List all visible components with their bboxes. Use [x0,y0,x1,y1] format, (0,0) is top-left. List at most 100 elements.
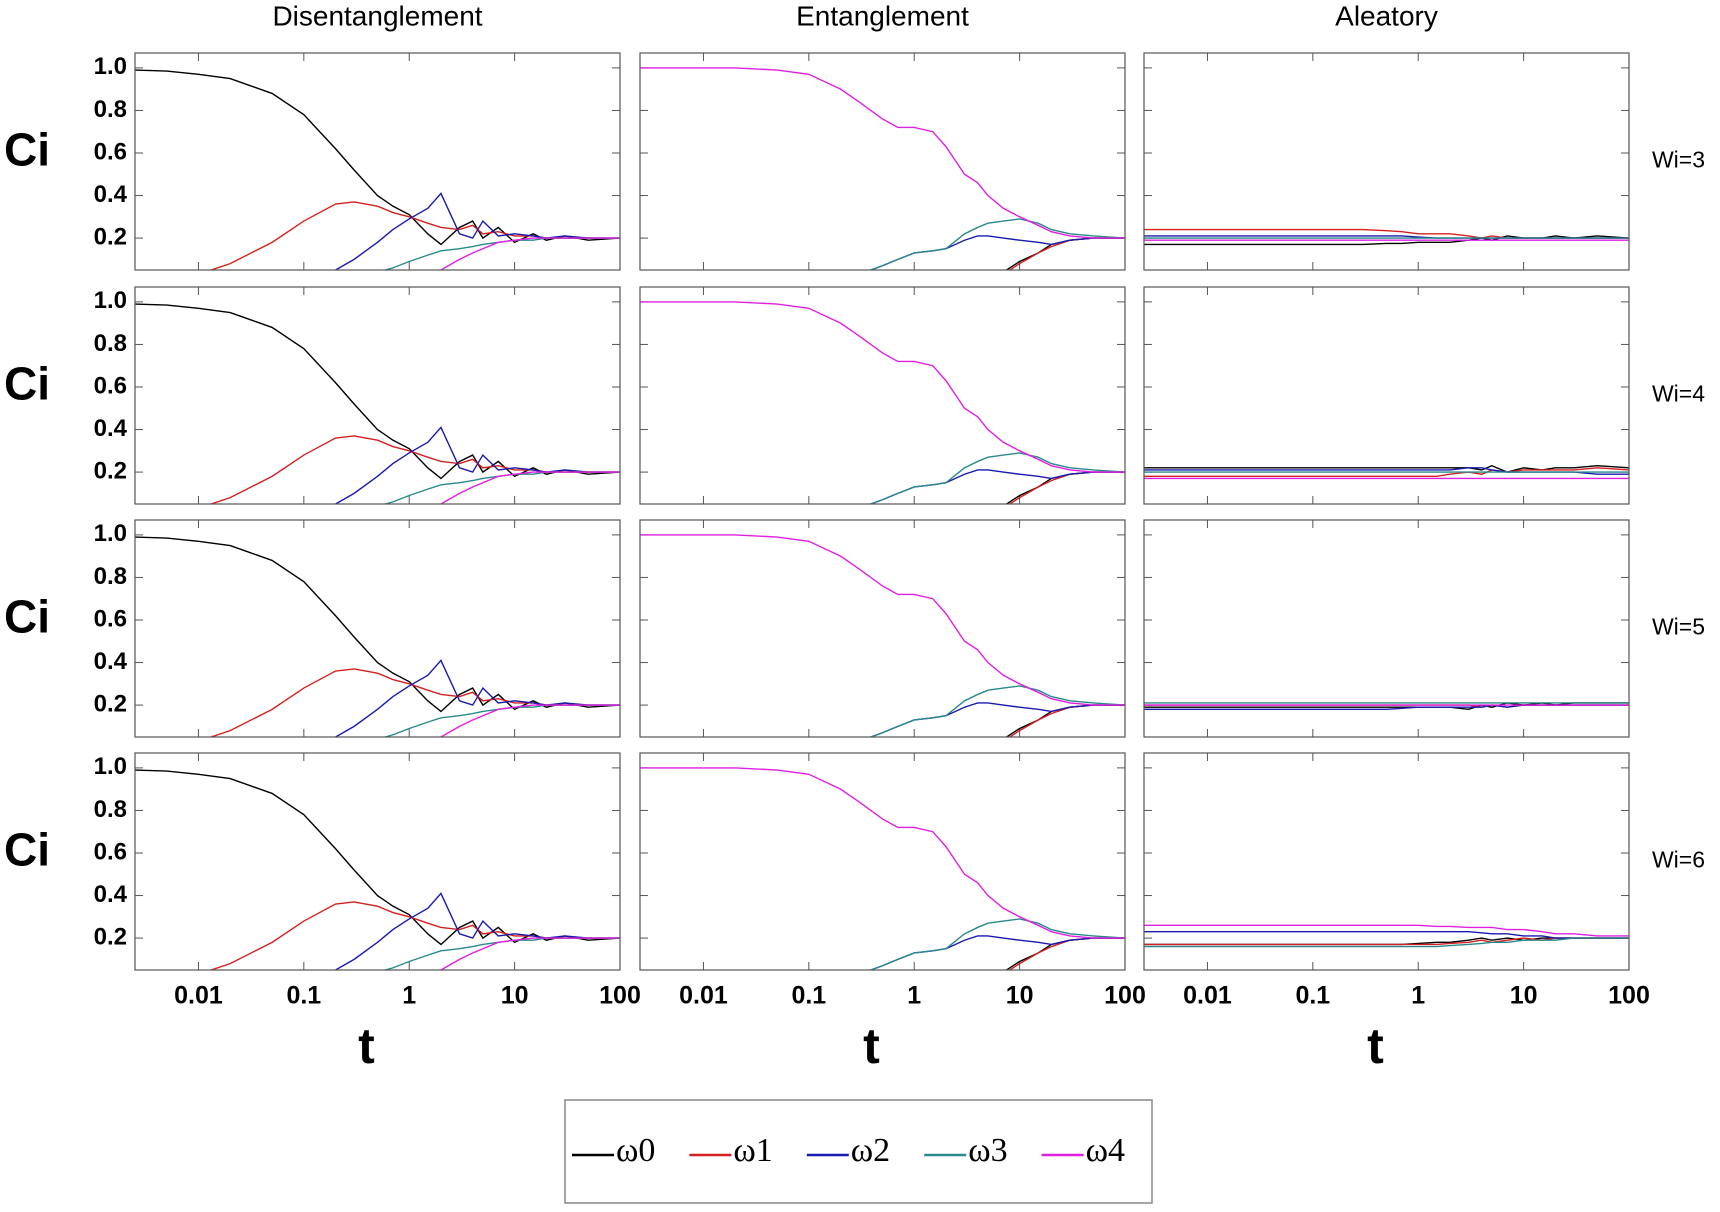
series-line [439,704,620,737]
column-title: Entanglement [796,0,969,31]
series-line [1008,237,1125,270]
row-label: Wi=3 [1652,147,1705,173]
series-line [868,469,1125,504]
row-label: Wi=5 [1652,614,1705,640]
plot-frame [639,52,1126,271]
panel: 0.2 0.4 0.6 0.8 1.0 Disentanglement Ci [4,0,621,271]
panel: Aleatory Wi=3 [1143,0,1705,271]
row-label: Wi=6 [1652,847,1705,873]
x-tick-label: 0.1 [286,982,321,1010]
y-axis-label: Ci [4,591,50,643]
series-lines [640,67,1125,270]
row-label: Wi=4 [1652,381,1705,407]
series-lines [135,769,620,970]
y-tick-label: 0.8 [94,330,127,357]
plot-frame [639,519,1126,738]
series-line [439,471,620,504]
legend-label: ω3 [968,1132,1007,1169]
x-tick-label: 0.01 [679,982,728,1010]
column-title: Aleatory [1335,0,1438,31]
series-line [868,918,1125,970]
y-tick-label: 0.6 [94,138,127,165]
series-line [135,303,620,480]
y-tick-label: 0.8 [94,563,127,590]
series-lines [135,536,620,737]
x-tick-label: 1 [402,982,416,1010]
y-tick-label: 1.0 [94,520,127,547]
x-tick-label: 100 [1104,982,1146,1010]
plot-frame [1143,286,1630,505]
panel: 0.2 0.4 0.6 0.8 1.0 Ci [4,286,621,505]
series-line [1144,931,1629,939]
series-line [868,685,1125,737]
series-line [1144,228,1629,239]
series-line [868,702,1125,737]
y-tick-label: 0.2 [94,457,127,484]
series-lines [135,303,620,504]
plot-frame [639,286,1126,505]
series-line [332,892,620,970]
x-tick-label: 10 [1006,982,1034,1010]
series-lines [640,301,1125,504]
x-tick-label: 100 [1608,982,1650,1010]
series-line [1144,235,1629,246]
plot-frame [134,52,621,271]
column-title: Disentanglement [272,0,482,31]
x-tick-label: 0.01 [174,982,223,1010]
series-line [135,536,620,713]
panel: 0.01 0.1 1 10 100 t [639,752,1146,1074]
plot-frame [1143,752,1630,971]
x-axis-label: t [1367,1018,1384,1074]
x-tick-label: 0.1 [1295,982,1330,1010]
series-line [1144,937,1629,946]
panel: Wi=4 [1143,286,1705,505]
legend-label: ω4 [1086,1132,1125,1169]
panel [639,519,1126,738]
y-tick-label: 1.0 [94,287,127,314]
plot-frame [1143,52,1630,271]
plot-frame [134,752,621,971]
y-tick-label: 0.4 [94,415,128,442]
x-tick-label: 100 [599,982,641,1010]
panel [639,286,1126,505]
series-lines [640,534,1125,737]
series-line [868,935,1125,970]
series-line [135,69,620,246]
series-line [868,218,1125,270]
series-line [640,534,1125,706]
series-line [135,769,620,946]
series-lines [640,767,1125,970]
x-tick-label: 1 [1411,982,1425,1010]
x-tick-label: 10 [501,982,529,1010]
series-line [1144,467,1629,478]
series-line [332,659,620,737]
x-tick-label: 1 [907,982,921,1010]
series-line [1008,937,1125,970]
plot-frame [1143,519,1630,738]
legend-label: ω2 [851,1132,890,1169]
series-lines [1144,464,1629,480]
y-axis-label: Ci [4,124,50,176]
series-lines [135,69,620,270]
y-tick-label: 0.4 [94,648,128,675]
y-tick-label: 0.2 [94,223,127,250]
y-tick-label: 0.2 [94,690,127,717]
series-lines [1144,924,1629,948]
y-tick-label: 0.6 [94,372,127,399]
panel: Wi=5 [1143,519,1705,738]
series-line [382,471,620,504]
x-axis-label: t [358,1018,375,1074]
series-line [1008,704,1125,737]
series-line [1144,937,1629,948]
legend-box [564,1099,1153,1204]
series-line [868,235,1125,270]
y-tick-label: 0.2 [94,923,127,950]
series-line [332,192,620,270]
series-line [208,201,620,270]
series-line [1144,464,1629,473]
series-line [382,704,620,737]
y-tick-label: 0.6 [94,605,127,632]
y-tick-label: 0.6 [94,838,127,865]
series-line [868,452,1125,504]
